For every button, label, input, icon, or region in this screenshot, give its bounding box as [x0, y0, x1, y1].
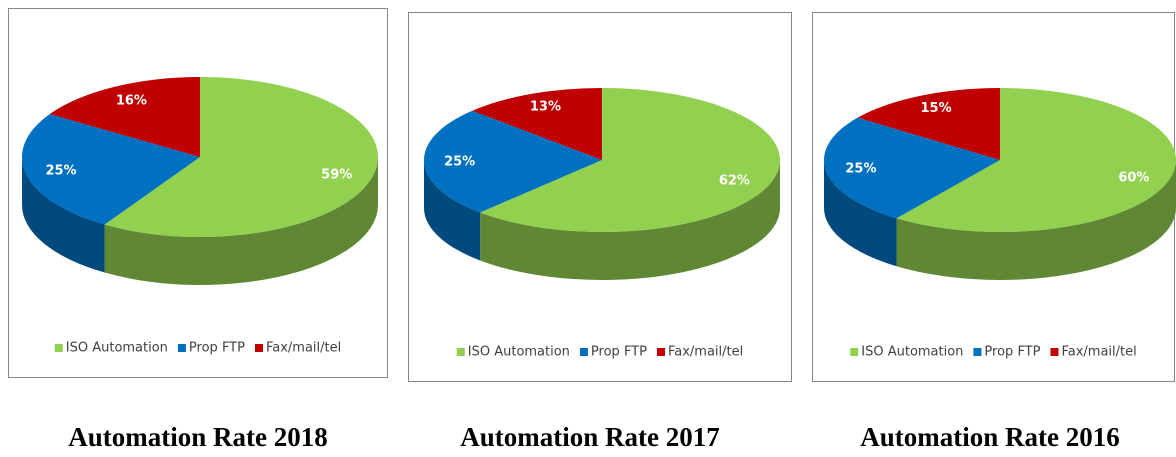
legend-label: ISO Automation — [66, 341, 168, 356]
legend-swatch — [579, 348, 588, 356]
legend-label: Prop FTP — [189, 341, 245, 356]
slice-side — [824, 160, 897, 267]
chart-title: Automation Rate 2018 — [68, 422, 327, 452]
legend-label: Prop FTP — [591, 345, 647, 360]
legend-swatch — [850, 348, 859, 356]
data-label: 15% — [921, 101, 952, 116]
slice-side — [480, 160, 780, 280]
data-label: 13% — [530, 100, 561, 115]
data-label: 25% — [845, 162, 876, 177]
data-label: 62% — [719, 174, 750, 189]
slice — [49, 77, 201, 157]
legend-label: Fax/mail/tel — [266, 341, 341, 356]
legend: ISO Automation Prop FTP Fax/mail/tel — [850, 345, 1137, 360]
slice — [824, 117, 1000, 219]
legend: ISO Automation Prop FTP Fax/mail/tel — [54, 341, 341, 356]
legend-swatch — [254, 344, 263, 352]
data-label: 59% — [321, 167, 352, 182]
legend-label: ISO Automation — [468, 345, 570, 360]
legend-label: ISO Automation — [861, 345, 963, 360]
slice-side — [896, 160, 1176, 280]
data-label: 60% — [1118, 170, 1149, 185]
slice-side — [104, 157, 378, 285]
slice — [472, 88, 602, 160]
legend-swatch — [54, 344, 63, 352]
slice-side — [22, 157, 105, 273]
chart-title: Automation Rate 2016 — [860, 422, 1119, 452]
slice — [896, 88, 1176, 232]
legend-swatch — [456, 348, 465, 356]
slice — [480, 88, 780, 233]
legend-swatch — [1050, 348, 1059, 356]
slice-side — [424, 160, 481, 261]
legend-swatch — [177, 344, 186, 352]
slice — [104, 77, 378, 238]
slice — [857, 88, 1000, 160]
data-label: 16% — [116, 93, 147, 108]
legend-label: Prop FTP — [984, 345, 1040, 360]
slice — [21, 114, 201, 225]
data-label: 25% — [45, 163, 76, 178]
legend-swatch — [973, 348, 982, 356]
slice — [424, 110, 602, 213]
chart-title: Automation Rate 2017 — [460, 422, 719, 452]
legend-label: Fax/mail/tel — [1061, 345, 1136, 360]
legend-label: Fax/mail/tel — [668, 345, 743, 360]
legend-swatch — [656, 348, 665, 356]
data-label: 25% — [444, 154, 475, 169]
legend: ISO Automation Prop FTP Fax/mail/tel — [456, 345, 743, 360]
